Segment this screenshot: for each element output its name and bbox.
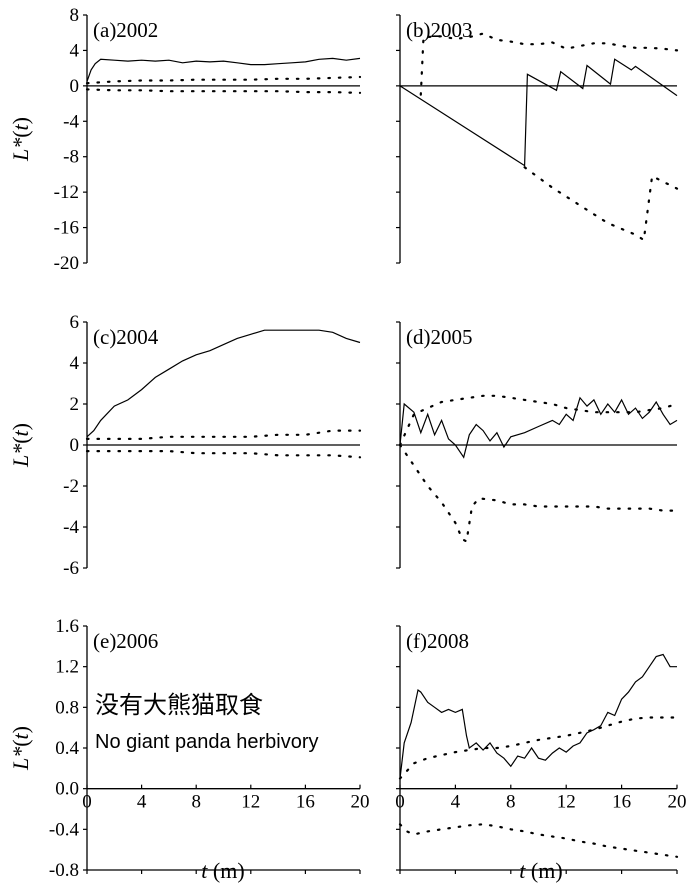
x-tick-label: 20 [351, 792, 370, 813]
y-tick-label: -2 [63, 476, 79, 497]
series-upper-envelope [419, 32, 679, 96]
x-tick-label: 4 [451, 792, 461, 813]
y-axis-title: L*(t) [8, 117, 33, 162]
x-tick-label: 8 [191, 792, 201, 813]
y-tick-label: 8 [70, 5, 80, 26]
series-lower-envelope [85, 88, 362, 95]
y-tick-label: 0.8 [55, 697, 79, 718]
x-tick-label: 16 [296, 792, 315, 813]
x-tick-label: 20 [668, 792, 687, 813]
y-tick-label: 1.2 [55, 657, 79, 678]
y-tick-label: -0.8 [49, 860, 79, 881]
y-tick-label: -6 [63, 558, 79, 579]
y-tick-label: -20 [54, 253, 79, 274]
series-upper-envelope [85, 75, 362, 85]
series-lower-envelope [398, 443, 679, 544]
annotation-chinese: 没有大熊猫取食 [95, 691, 263, 719]
series-lower-envelope [85, 450, 362, 459]
y-tick-label: 2 [70, 394, 80, 415]
y-tick-label: -8 [63, 147, 79, 168]
y-tick-label: 0 [70, 76, 80, 97]
series-upper-envelope [398, 716, 679, 780]
annotation-english: No giant panda herbivory [95, 731, 318, 753]
y-axis-title: L*(t) [8, 423, 33, 468]
x-tick-label: 12 [557, 792, 576, 813]
panel-label: (a)2002 [93, 18, 158, 42]
series-upper-envelope [85, 429, 362, 440]
x-axis-title: t (m) [519, 858, 562, 883]
y-tick-label: -4 [63, 111, 79, 132]
y-tick-label: -0.4 [49, 819, 80, 840]
y-tick-label: 0.4 [55, 738, 79, 759]
y-tick-label: -4 [63, 517, 79, 538]
y-tick-label: 1.6 [55, 616, 79, 637]
series-l-t- [399, 653, 677, 779]
series-l-t- [86, 57, 361, 82]
series-lower-envelope [398, 823, 679, 858]
y-tick-label: 6 [70, 312, 80, 333]
panel-label: (f)2008 [406, 629, 469, 653]
panel-label: (d)2005 [406, 325, 473, 349]
x-tick-label: 0 [395, 792, 405, 813]
y-tick-label: 0 [70, 435, 80, 456]
x-tick-label: 0 [82, 792, 92, 813]
y-tick-label: 4 [70, 353, 80, 374]
x-tick-label: 12 [241, 792, 260, 813]
x-axis-title: t (m) [201, 858, 244, 883]
series-l-t- [399, 396, 678, 459]
y-tick-label: 0.0 [55, 779, 79, 800]
y-tick-label: -12 [54, 182, 79, 203]
series-l-t- [86, 329, 361, 438]
series-lower-envelope [523, 166, 679, 242]
y-tick-label: 4 [70, 40, 80, 61]
panel-label: (e)2006 [93, 629, 158, 653]
x-tick-label: 8 [506, 792, 516, 813]
x-tick-label: 4 [137, 792, 147, 813]
x-tick-label: 16 [612, 792, 631, 813]
y-tick-label: -16 [54, 218, 79, 239]
y-axis-title: L*(t) [8, 726, 33, 771]
panel-label: (c)2004 [93, 325, 159, 349]
series-l-t- [399, 58, 678, 167]
